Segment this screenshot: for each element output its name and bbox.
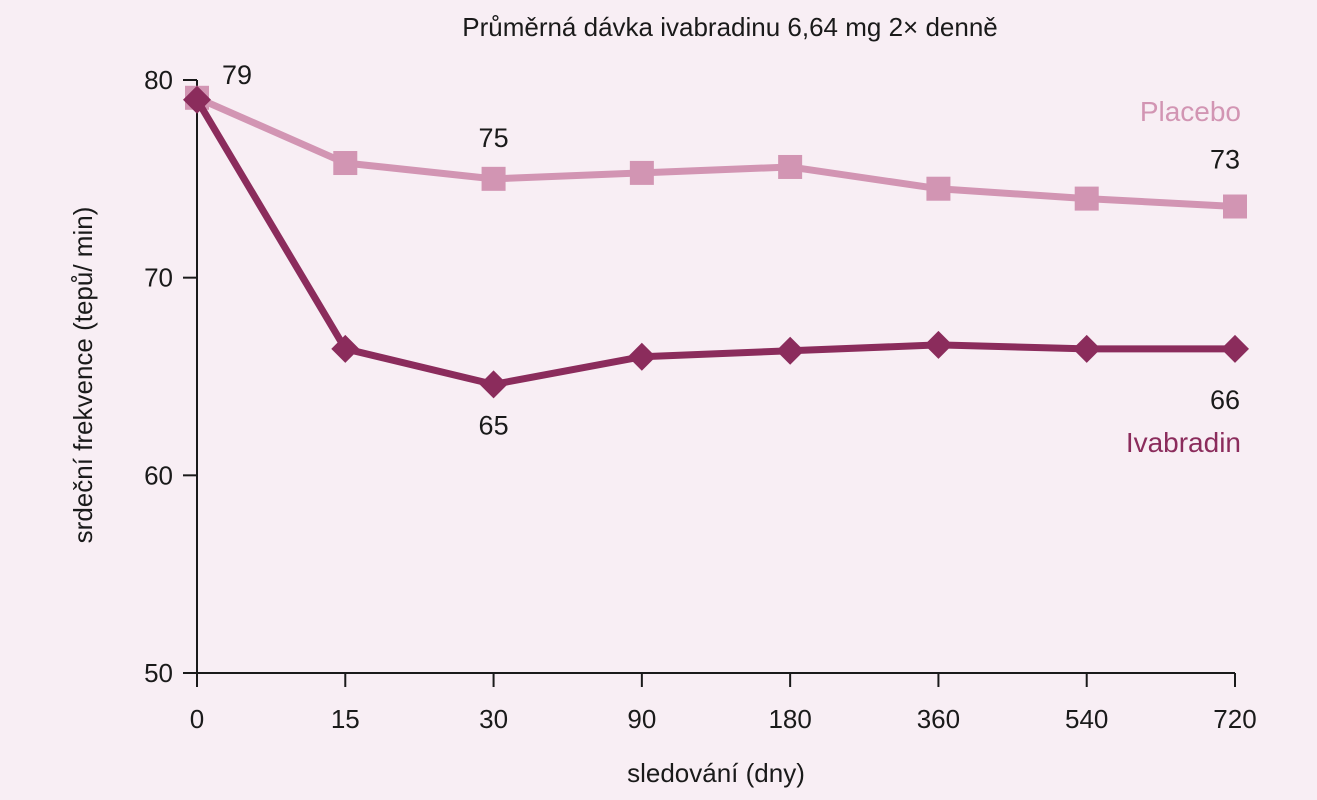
ivabradin-point — [1221, 334, 1249, 363]
ivabradin-point — [331, 334, 360, 363]
placebo-point — [778, 154, 803, 179]
placebo-line — [195, 94, 1236, 211]
ivabradin-point — [776, 336, 805, 365]
x-tick-label: 15 — [331, 704, 360, 734]
x-tick-label: 180 — [768, 704, 811, 734]
y-tick-label: 80 — [144, 65, 173, 95]
placebo-point — [629, 160, 654, 185]
ivabradin-point — [924, 330, 953, 359]
placebo-point — [1074, 186, 1099, 211]
data-label: 75 — [479, 123, 509, 153]
placebo-series-label: Placebo — [1140, 96, 1241, 127]
data-label: 73 — [1210, 145, 1240, 175]
y-tick-label: 50 — [144, 658, 173, 688]
x-tick-label: 90 — [627, 704, 656, 734]
ivabradin-point — [1072, 334, 1101, 363]
ivabradin-point — [183, 85, 211, 114]
x-tick-label: 0 — [190, 704, 204, 734]
placebo-point — [926, 176, 951, 201]
data-label: 79 — [222, 60, 252, 90]
y-tick-label: 60 — [144, 460, 173, 490]
data-label: 65 — [479, 410, 509, 440]
chart-title: Průměrná dávka ivabradinu 6,64 mg 2× den… — [462, 12, 998, 42]
x-tick-label: 540 — [1065, 704, 1108, 734]
placebo-point — [481, 166, 506, 191]
x-tick-label: 30 — [479, 704, 508, 734]
x-tick-label: 720 — [1213, 704, 1256, 734]
ivabradin-line — [193, 97, 1235, 388]
x-axis-label: sledování (dny) — [627, 758, 805, 788]
ivabradin-series-label: Ivabradin — [1126, 427, 1241, 458]
y-axis-label: srdeční frekvence (tepů/ min) — [68, 207, 98, 544]
data-label: 66 — [1210, 385, 1240, 415]
placebo-point — [333, 151, 358, 176]
ivabradin-point — [479, 370, 508, 399]
placebo-point — [1223, 194, 1247, 219]
ivabradin-point — [627, 342, 656, 371]
y-tick-label: 70 — [144, 263, 173, 293]
x-tick-label: 360 — [917, 704, 960, 734]
